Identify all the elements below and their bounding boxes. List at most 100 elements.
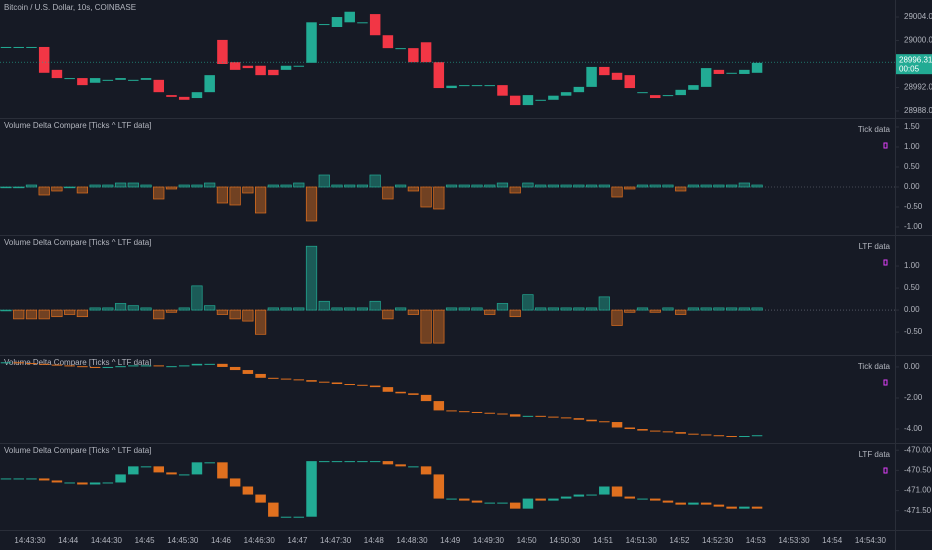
delta-bar (636, 184, 649, 188)
candle-body (13, 46, 24, 48)
cumulative-delta-step (204, 363, 215, 365)
delta-bar (649, 184, 661, 188)
delta-bar (25, 184, 38, 188)
cumulative-delta-step (420, 466, 432, 475)
cumulative-delta-step (586, 419, 597, 422)
candle-body (51, 69, 63, 79)
delta-bar (331, 307, 343, 311)
cumulative-delta-step (535, 498, 546, 501)
y-tick-label: 29004.00 (904, 12, 932, 21)
candle-body (560, 92, 572, 96)
delta-bar (713, 184, 725, 188)
delta-bar (267, 307, 279, 311)
delta-bar (509, 309, 521, 318)
cumulative-delta-step (649, 498, 661, 501)
x-tick-label: 14:52:30 (702, 536, 734, 545)
cumulative-delta-step (178, 474, 190, 476)
cumulative-delta-step (408, 466, 419, 468)
cumulative-delta-step (344, 384, 355, 386)
cumulative-delta-step (509, 414, 521, 417)
x-tick-label: 14:50:30 (549, 536, 581, 545)
x-tick-label: 14:54 (822, 536, 843, 545)
delta-bar (484, 309, 496, 315)
delta-bar (344, 184, 356, 188)
cumulative-delta-step (624, 427, 636, 430)
delta-bar (420, 186, 432, 208)
cumulative-delta-step (408, 393, 419, 395)
candle-body (357, 22, 368, 24)
cumulative-delta-step (637, 429, 648, 431)
candle-body (204, 75, 215, 93)
delta-bar (102, 307, 114, 311)
candle-body (38, 46, 50, 73)
delta-bar (713, 307, 725, 311)
delta-bar (242, 309, 254, 322)
y-tick-label: -1.00 (904, 222, 923, 231)
delta-bar (0, 186, 12, 189)
cumulative-delta-step (102, 482, 114, 484)
cumulative-delta-step (331, 382, 343, 385)
cumulative-delta-step (204, 462, 215, 464)
candle-body (229, 62, 241, 70)
candle-body (268, 69, 279, 76)
candle-body (64, 78, 75, 80)
delta-bar (535, 184, 547, 188)
delta-bar (560, 184, 572, 188)
cumulative-delta-step (77, 366, 88, 368)
delta-bar (458, 307, 470, 311)
delta-bar (165, 309, 178, 313)
cumulative-delta-step (586, 494, 597, 496)
candle-body (522, 95, 534, 106)
delta-bar (585, 184, 598, 188)
y-tick-label: 28988.00 (904, 106, 932, 115)
cumulative-delta-step (115, 474, 126, 483)
delta-bar (662, 184, 674, 188)
cumulative-delta-step (319, 461, 330, 463)
cumulative-delta-step (535, 415, 546, 417)
cumulative-delta-step (255, 373, 266, 378)
candle-body (509, 95, 521, 106)
delta-bar (178, 307, 190, 311)
cumulative-delta-step (382, 461, 394, 465)
y-tick-label: 1.00 (904, 261, 920, 270)
candle-body (319, 24, 330, 26)
cumulative-delta-step (662, 431, 674, 433)
cumulative-delta-step (471, 411, 483, 413)
cumulative-delta-step (560, 496, 572, 499)
cumulative-delta-step (446, 410, 457, 412)
cumulative-delta-step (357, 461, 368, 463)
y-tick-label: -471.00 (904, 486, 932, 495)
pane-title: Volume Delta Compare [Ticks ^ LTF data] (4, 121, 151, 130)
cumulative-delta-step (713, 435, 725, 437)
cumulative-delta-step (484, 412, 495, 414)
candle-body (688, 85, 699, 90)
pane-title: Volume Delta Compare [Ticks ^ LTF data] (4, 358, 151, 367)
legend-label: LTF data (859, 450, 891, 459)
candle-body (140, 78, 152, 80)
legend-label: Tick data (858, 362, 891, 371)
candle-body (573, 86, 585, 93)
candle-body (344, 11, 355, 23)
delta-bar (255, 309, 267, 335)
candle-body (713, 69, 725, 74)
cumulative-delta-step (268, 502, 279, 517)
candle-body (751, 62, 763, 73)
delta-bar (38, 309, 50, 320)
cumulative-delta-step (739, 506, 750, 509)
cumulative-delta-step (64, 365, 75, 367)
cumulative-delta-step (739, 436, 750, 438)
y-tick-label: -0.50 (904, 327, 923, 336)
delta-bar (738, 182, 750, 188)
delta-bar (700, 307, 712, 311)
x-tick-label: 14:47:30 (320, 536, 352, 545)
x-tick-label: 14:45 (135, 536, 156, 545)
x-tick-label: 14:49:30 (473, 536, 505, 545)
delta-bar (216, 186, 229, 204)
candle-body (649, 95, 661, 99)
delta-bar (535, 307, 547, 311)
cumulative-delta-step (700, 434, 712, 436)
candle-body (420, 42, 432, 63)
delta-bar (153, 186, 165, 200)
y-tick-label: 0.50 (904, 162, 920, 171)
